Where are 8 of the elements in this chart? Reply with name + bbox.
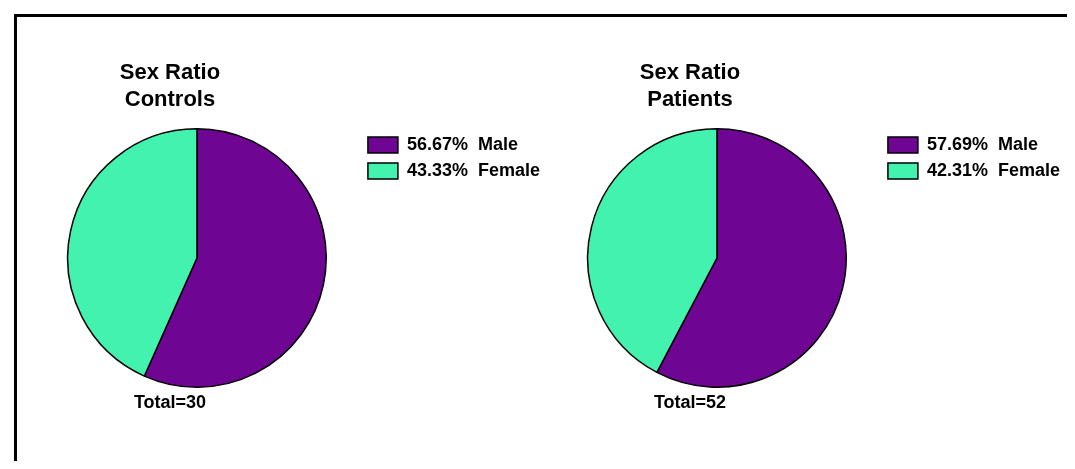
- chart-title: Sex Ratio Controls: [118, 58, 222, 112]
- legend-label: 56.67% Male: [406, 133, 518, 154]
- legend-label: 42.31% Female: [926, 159, 1061, 180]
- legend-label: 57.69% Male: [926, 133, 1038, 154]
- text: Total=52: [652, 392, 728, 413]
- text: Total=30: [132, 392, 208, 413]
- chart-title: Sex Ratio Patients: [638, 58, 742, 112]
- legend-label: 43.33% Female: [406, 159, 541, 180]
